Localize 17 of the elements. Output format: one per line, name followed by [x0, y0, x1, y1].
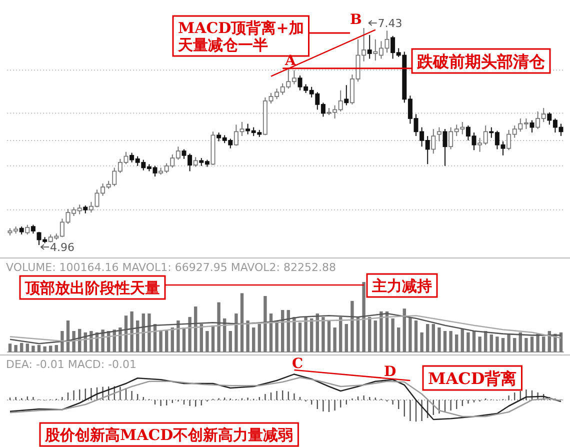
annotation: 主力减持	[371, 277, 432, 295]
note-box: MACD背离	[422, 365, 522, 391]
annotation: 7.43	[378, 17, 402, 30]
annotation: 4.96	[50, 241, 74, 254]
note-box: 主力减持	[366, 273, 438, 298]
annotation: MACD顶背离+加天量减仓一半	[177, 19, 304, 54]
annotation: 跌破前期头部清仓	[416, 52, 546, 71]
chart-subtitle: DEA: -0.01 MACD: -0.01	[6, 358, 137, 371]
annotation: MACD背离	[428, 369, 517, 388]
note-box: 跌破前期头部清仓	[411, 48, 551, 74]
chart-subtitle: VOLUME: 100164.16 MAVOL1: 66927.95 MAVOL2: 82252.88	[6, 261, 336, 274]
note-box: 股价创新高MACD不创新高力量减弱	[39, 422, 299, 447]
annotation: D	[384, 364, 396, 380]
annotation: 顶部放出阶段性天量	[24, 279, 160, 297]
annotation: B	[350, 12, 362, 28]
note-box: 顶部放出阶段性天量	[19, 275, 166, 300]
annotation: C	[292, 356, 304, 372]
